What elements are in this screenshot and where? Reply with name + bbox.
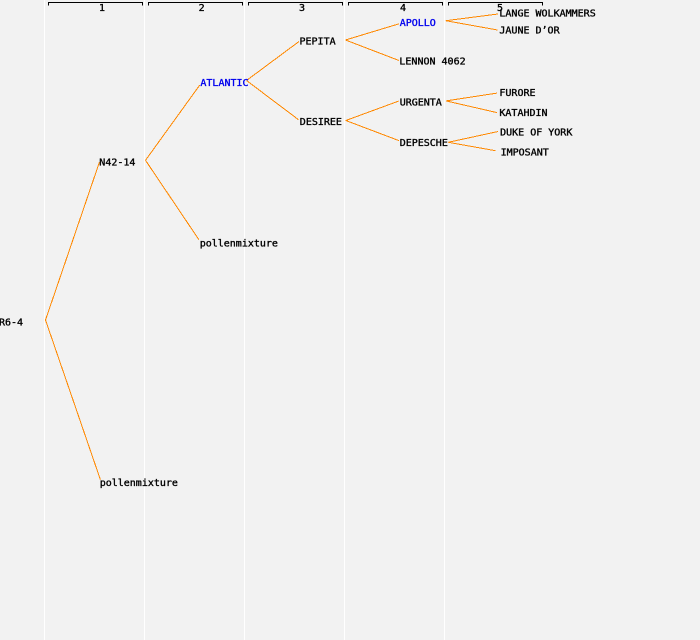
- node-pollenmixture-2[interactable]: pollenmixture: [200, 238, 279, 250]
- node-katahdin[interactable]: KATAHDIN: [499, 108, 548, 119]
- edge-urgenta-furore: [445, 92, 498, 102]
- generation-bracket-5: [448, 2, 543, 6]
- edge-depesche-duke-of-york: [448, 131, 499, 143]
- generation-label-2: 2: [199, 3, 205, 14]
- node-pollenmixture-1[interactable]: pollenmixture: [100, 478, 179, 489]
- generation-bracket-2: [148, 2, 243, 6]
- node-lange-wolkammers[interactable]: LANGE WOLKAMMERS: [499, 9, 596, 20]
- generation-label-1: 1: [99, 3, 105, 14]
- node-furore[interactable]: FURORE: [499, 88, 535, 99]
- edge-urgenta-katahdin: [445, 100, 498, 114]
- node-atlantic[interactable]: ATLANTIC: [200, 78, 249, 89]
- node-desiree[interactable]: DESIREE: [300, 117, 343, 128]
- generation-label-5: 5: [497, 3, 503, 14]
- edge-r6-4-n42-14: [45, 162, 100, 321]
- node-n42-14[interactable]: N42-14: [99, 157, 135, 169]
- node-lennon-4062[interactable]: LENNON 4062: [399, 56, 466, 68]
- edge-pepita-apollo: [345, 23, 400, 41]
- edge-desiree-urgenta: [345, 100, 399, 121]
- node-depesche[interactable]: DEPESCHE: [400, 138, 449, 149]
- edge-n42-14-pollenmixture-2: [145, 160, 200, 240]
- edge-apollo-lange-wolkammers: [445, 13, 499, 22]
- node-r6-4[interactable]: R6-4: [0, 317, 23, 329]
- edge-desiree-depesche: [345, 120, 400, 142]
- generation-label-3: 3: [299, 3, 305, 14]
- edge-atlantic-pepita: [246, 41, 300, 81]
- edge-pepita-lennon-4062: [345, 39, 399, 61]
- generation-bracket-1: [48, 2, 143, 6]
- edge-n42-14-atlantic: [145, 84, 201, 161]
- node-jaune-dor[interactable]: JAUNE D’OR: [499, 25, 561, 36]
- edge-depesche-imposant: [448, 141, 496, 152]
- generation-label-4: 4: [400, 3, 406, 14]
- node-imposant[interactable]: IMPOSANT: [500, 147, 549, 158]
- node-pepita[interactable]: PEPITA: [299, 36, 336, 48]
- edge-atlantic-desiree: [246, 80, 299, 121]
- node-urgenta[interactable]: URGENTA: [400, 97, 443, 108]
- edge-apollo-jaune-dor: [445, 20, 498, 31]
- generation-bracket-3: [248, 2, 343, 6]
- node-duke-of-york[interactable]: DUKE OF YORK: [500, 127, 573, 138]
- generation-bracket-4: [348, 2, 443, 6]
- edge-r6-4-pollenmixture-1: [45, 319, 101, 480]
- node-apollo[interactable]: APOLLO: [400, 18, 436, 29]
